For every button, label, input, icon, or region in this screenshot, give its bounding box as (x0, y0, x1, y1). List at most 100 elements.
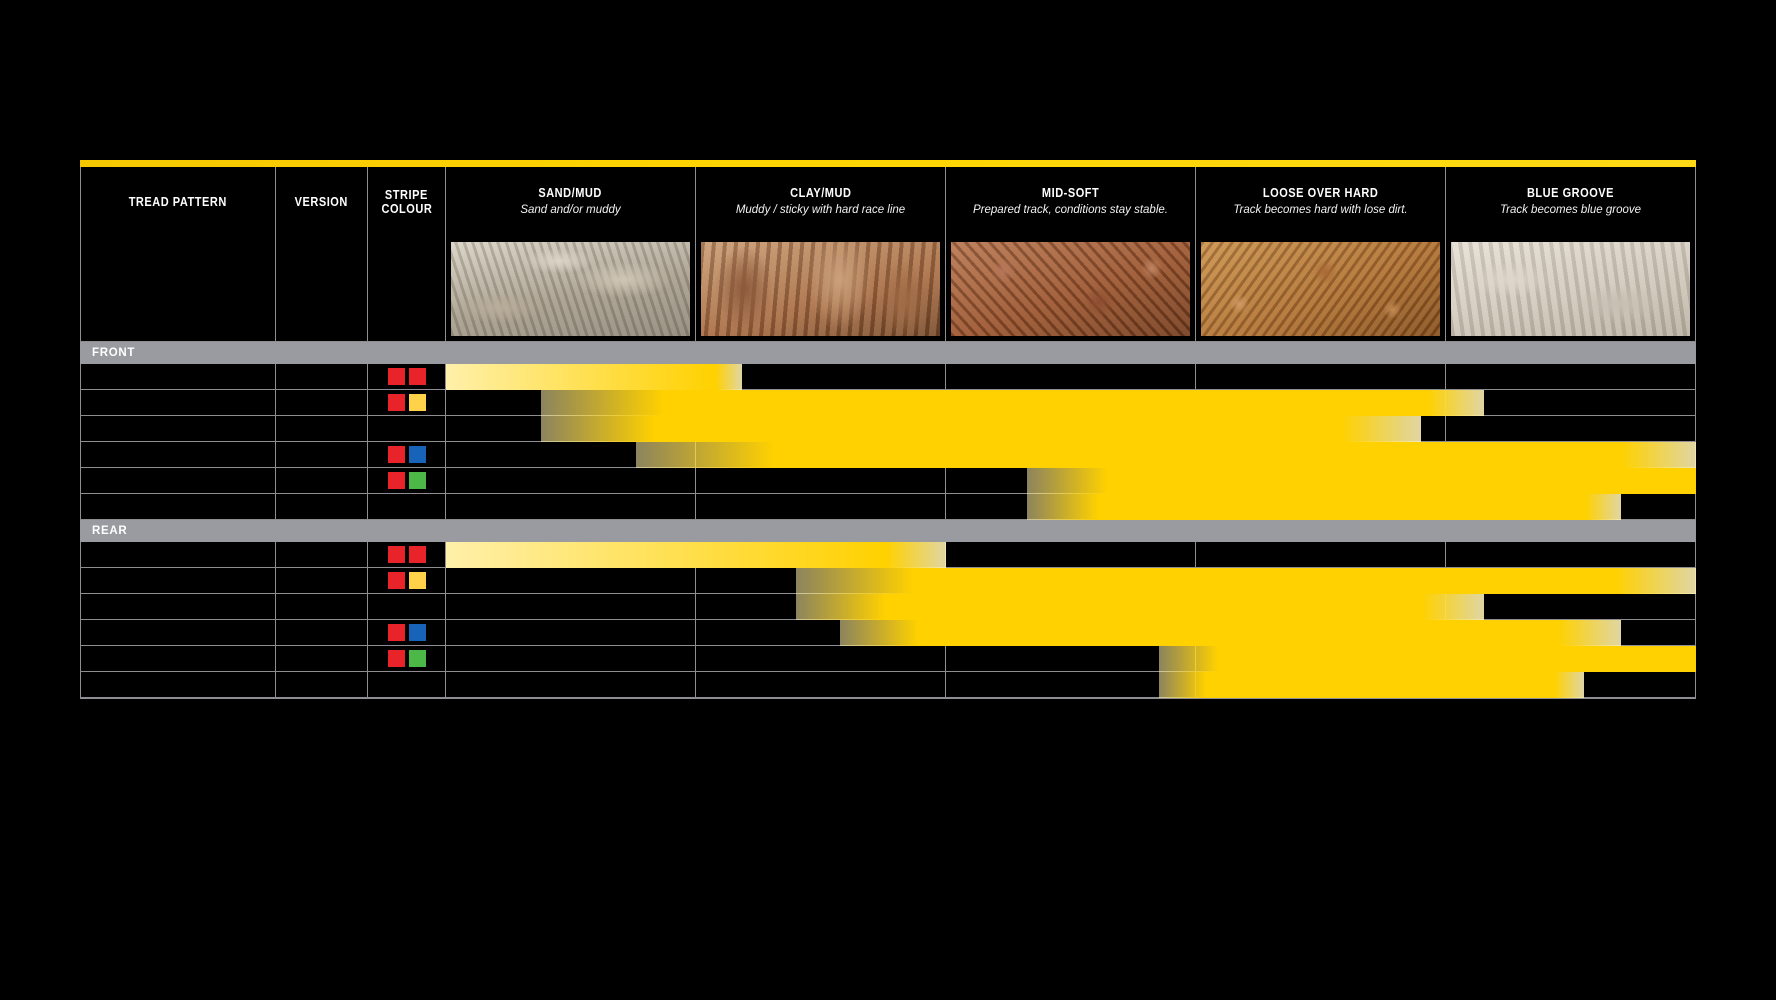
cell-tread-pattern (80, 494, 276, 520)
table-header-row: TREAD PATTERN VERSION STRIPE COLOUR SAND… (80, 167, 1696, 237)
condition-cell (696, 672, 946, 698)
condition-gridlines (446, 672, 1696, 698)
section-band-rear: REAR (80, 520, 1696, 542)
cell-stripe-colour (368, 364, 446, 390)
accent-bar (80, 160, 1696, 167)
table-row[interactable] (80, 390, 1696, 416)
stripe-colour-swatch (408, 624, 426, 641)
table-row[interactable] (80, 494, 1696, 520)
stripe-colour-swatch (387, 546, 405, 563)
condition-cell (1446, 442, 1696, 468)
condition-cell (696, 390, 946, 416)
cell-tread-pattern (80, 672, 276, 698)
cell-stripe-colour (368, 416, 446, 442)
table-row[interactable] (80, 442, 1696, 468)
table-row[interactable] (80, 568, 1696, 594)
condition-gridlines (446, 620, 1696, 646)
condition-cell (1196, 542, 1446, 568)
stripe-colour-swatch (408, 394, 426, 411)
cell-version (276, 416, 368, 442)
condition-range-area (446, 364, 1696, 390)
table-row[interactable] (80, 646, 1696, 672)
cell-stripe-colour (368, 442, 446, 468)
photo-row-version-spacer (276, 237, 368, 342)
header-clay-mud-sub: Muddy / sticky with hard race line (735, 203, 906, 216)
blue-groove-texture (1451, 242, 1690, 336)
header-clay-mud-label: CLAY/MUD (789, 186, 852, 201)
cell-stripe-colour (368, 672, 446, 698)
condition-cell (946, 620, 1196, 646)
table-row[interactable] (80, 672, 1696, 698)
stripe-colour-swatch (387, 572, 405, 589)
cell-tread-pattern (80, 594, 276, 620)
cell-version (276, 646, 368, 672)
cell-tread-pattern (80, 416, 276, 442)
condition-cell (1196, 620, 1446, 646)
condition-range-area (446, 494, 1696, 520)
condition-cell (446, 568, 696, 594)
table-row[interactable] (80, 594, 1696, 620)
photo-cell-blue-groove (1446, 237, 1696, 342)
header-version-label: VERSION (294, 194, 349, 209)
table-row[interactable] (80, 416, 1696, 442)
condition-cell (1446, 594, 1696, 620)
stripe-colour-swatch (387, 624, 405, 641)
condition-cell (446, 594, 696, 620)
cell-stripe-colour (368, 390, 446, 416)
header-loose-over-hard-sub: Track becomes hard with lose dirt. (1233, 203, 1408, 216)
condition-range-area (446, 416, 1696, 442)
header-loose-over-hard: LOOSE OVER HARD Track becomes hard with … (1196, 167, 1446, 237)
condition-gridlines (446, 646, 1696, 672)
condition-cell (1446, 542, 1696, 568)
condition-cell (446, 442, 696, 468)
table-row[interactable] (80, 542, 1696, 568)
condition-cell (946, 390, 1196, 416)
condition-cell (1196, 568, 1446, 594)
condition-range-area (446, 468, 1696, 494)
cell-stripe-colour (368, 494, 446, 520)
condition-gridlines (446, 494, 1696, 520)
stripe-colour-swatch (387, 394, 405, 411)
cell-tread-pattern (80, 442, 276, 468)
header-loose-over-hard-label: LOOSE OVER HARD (1262, 186, 1379, 201)
header-blue-groove-sub: Track becomes blue groove (1499, 203, 1642, 216)
condition-gridlines (446, 416, 1696, 442)
photo-row-tread-spacer (80, 237, 276, 342)
condition-cell (946, 442, 1196, 468)
condition-cell (946, 364, 1196, 390)
condition-cell (446, 646, 696, 672)
condition-cell (1446, 672, 1696, 698)
condition-cell (946, 416, 1196, 442)
condition-cell (696, 364, 946, 390)
condition-cell (1446, 364, 1696, 390)
cell-tread-pattern (80, 568, 276, 594)
cell-stripe-colour (368, 646, 446, 672)
condition-gridlines (446, 442, 1696, 468)
table-row[interactable] (80, 620, 1696, 646)
condition-cell (946, 494, 1196, 520)
condition-cell (446, 494, 696, 520)
condition-range-area (446, 646, 1696, 672)
condition-cell (1196, 364, 1446, 390)
condition-cell (946, 468, 1196, 494)
cell-tread-pattern (80, 390, 276, 416)
condition-cell (946, 672, 1196, 698)
section-label: FRONT (92, 347, 136, 359)
sections-container: FRONT REAR (80, 342, 1696, 699)
condition-cell (1196, 672, 1446, 698)
header-stripe-colour-line2: COLOUR (381, 202, 432, 216)
cell-tread-pattern (80, 542, 276, 568)
cell-stripe-colour (368, 468, 446, 494)
table-row[interactable] (80, 364, 1696, 390)
condition-cell (696, 620, 946, 646)
header-clay-mud: CLAY/MUD Muddy / sticky with hard race l… (696, 167, 946, 237)
stripe-colour-swatch (408, 546, 426, 563)
cell-tread-pattern (80, 620, 276, 646)
condition-gridlines (446, 568, 1696, 594)
table-row[interactable] (80, 468, 1696, 494)
header-stripe-colour: STRIPE COLOUR (368, 167, 446, 237)
stripe-colour-swatch (408, 446, 426, 463)
condition-cell (446, 468, 696, 494)
condition-range-area (446, 442, 1696, 468)
